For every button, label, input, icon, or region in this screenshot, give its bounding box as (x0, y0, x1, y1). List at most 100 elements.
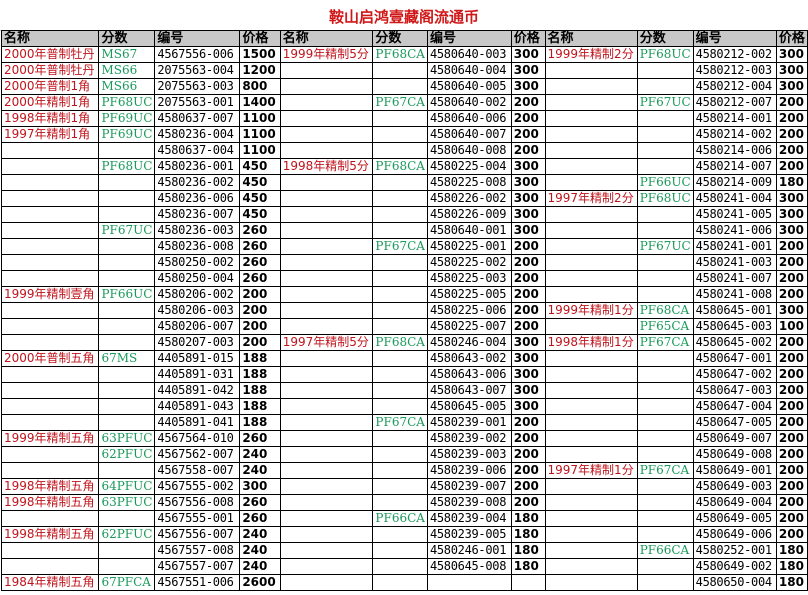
price-cell[interactable]: 180 (510, 558, 546, 575)
serial-cell[interactable]: 4580241-003 (692, 254, 777, 271)
grade-cell[interactable] (636, 382, 694, 399)
serial-cell[interactable]: 4580239-002 (426, 430, 512, 447)
serial-cell[interactable]: 4580645-001 (692, 302, 777, 319)
price-cell[interactable]: 200 (239, 286, 281, 303)
grade-cell[interactable]: PF68CA (372, 334, 428, 351)
name-cell[interactable] (0, 206, 100, 223)
name-cell[interactable]: 2000年普制牡丹 (0, 62, 100, 79)
name-cell[interactable]: 1999年精制1分 (544, 302, 638, 319)
name-cell[interactable] (544, 174, 638, 191)
grade-cell[interactable]: PF67CA (636, 462, 694, 479)
serial-cell[interactable]: 4567555-001 (154, 510, 241, 527)
name-cell[interactable]: 1998年精制1分 (544, 334, 638, 351)
serial-cell[interactable]: 4567556-008 (154, 494, 241, 511)
grade-cell[interactable] (636, 366, 694, 383)
price-cell[interactable]: 240 (239, 526, 281, 543)
grade-cell[interactable] (636, 478, 694, 495)
price-cell[interactable]: 180 (510, 510, 546, 527)
grade-cell[interactable] (636, 414, 694, 431)
serial-cell[interactable]: 4580250-004 (154, 270, 241, 287)
grade-cell[interactable] (636, 62, 694, 79)
name-cell[interactable] (544, 206, 638, 223)
grade-cell[interactable] (98, 270, 156, 287)
price-cell[interactable]: 200 (775, 462, 808, 479)
serial-cell[interactable]: 4580647-003 (692, 382, 777, 399)
name-cell[interactable] (279, 94, 374, 111)
grade-cell[interactable] (372, 206, 428, 223)
name-cell[interactable] (0, 318, 100, 335)
name-cell[interactable] (279, 430, 374, 447)
grade-cell[interactable] (98, 462, 156, 479)
serial-cell[interactable]: 4567564-010 (154, 430, 241, 447)
price-cell[interactable]: 200 (775, 446, 808, 463)
price-cell[interactable]: 200 (510, 446, 546, 463)
price-cell[interactable]: 180 (510, 542, 546, 559)
price-cell[interactable]: 1500 (239, 46, 281, 63)
price-cell[interactable]: 300 (775, 62, 808, 79)
column-header-serial[interactable]: 编号 (154, 30, 241, 47)
grade-cell[interactable] (372, 526, 428, 543)
grade-cell[interactable]: 62PFUC (98, 526, 156, 543)
serial-cell[interactable]: 4567557-007 (154, 558, 241, 575)
serial-cell[interactable]: 4567556-007 (154, 526, 241, 543)
grade-cell[interactable] (98, 302, 156, 319)
price-cell[interactable]: 200 (775, 366, 808, 383)
price-cell[interactable]: 200 (510, 478, 546, 495)
price-cell[interactable]: 200 (510, 462, 546, 479)
name-cell[interactable]: 1998年精制1角 (0, 110, 100, 127)
price-cell[interactable]: 200 (510, 254, 546, 271)
name-cell[interactable] (544, 382, 638, 399)
price-cell[interactable]: 200 (510, 414, 546, 431)
price-cell[interactable]: 180 (510, 526, 546, 543)
name-cell[interactable] (279, 62, 374, 79)
serial-cell[interactable]: 4580206-003 (154, 302, 241, 319)
name-cell[interactable] (0, 222, 100, 239)
grade-cell[interactable]: PF69UC (98, 110, 156, 127)
name-cell[interactable] (0, 558, 100, 575)
serial-cell[interactable]: 4567556-006 (154, 46, 241, 63)
grade-cell[interactable]: PF69UC (98, 126, 156, 143)
serial-cell[interactable]: 4580225-004 (426, 158, 512, 175)
serial-cell[interactable]: 4580212-002 (692, 46, 777, 63)
price-cell[interactable]: 200 (510, 318, 546, 335)
grade-cell[interactable] (372, 222, 428, 239)
name-cell[interactable]: 1997年精制5分 (279, 334, 374, 351)
price-cell[interactable]: 260 (239, 254, 281, 271)
grade-cell[interactable] (636, 446, 694, 463)
grade-cell[interactable]: PF67UC (636, 238, 694, 255)
name-cell[interactable]: 1998年精制五角 (0, 478, 100, 495)
price-cell[interactable]: 100 (775, 318, 808, 335)
serial-cell[interactable]: 2075563-001 (154, 94, 241, 111)
name-cell[interactable] (279, 462, 374, 479)
serial-cell[interactable]: 4580649-003 (692, 478, 777, 495)
serial-cell[interactable]: 4580225-008 (426, 174, 512, 191)
serial-cell[interactable]: 4580236-007 (154, 206, 241, 223)
grade-cell[interactable] (372, 430, 428, 447)
name-cell[interactable] (544, 526, 638, 543)
serial-cell[interactable]: 4580241-006 (692, 222, 777, 239)
name-cell[interactable] (279, 366, 374, 383)
price-cell[interactable]: 300 (775, 78, 808, 95)
price-cell[interactable]: 200 (775, 430, 808, 447)
name-cell[interactable] (279, 270, 374, 287)
price-cell[interactable]: 188 (239, 398, 281, 415)
price-cell[interactable]: 200 (510, 286, 546, 303)
name-cell[interactable] (279, 510, 374, 527)
price-cell[interactable]: 300 (775, 46, 808, 63)
name-cell[interactable] (544, 478, 638, 495)
name-cell[interactable] (0, 542, 100, 559)
grade-cell[interactable] (372, 478, 428, 495)
grade-cell[interactable] (98, 366, 156, 383)
price-cell[interactable]: 800 (239, 78, 281, 95)
name-cell[interactable] (279, 174, 374, 191)
serial-cell[interactable]: 4580640-008 (426, 142, 512, 159)
name-cell[interactable]: 1997年精制1角 (0, 126, 100, 143)
grade-cell[interactable] (636, 142, 694, 159)
serial-cell[interactable]: 4567557-008 (154, 542, 241, 559)
name-cell[interactable] (279, 142, 374, 159)
name-cell[interactable] (0, 462, 100, 479)
serial-cell[interactable]: 4580226-009 (426, 206, 512, 223)
price-cell[interactable]: 450 (239, 190, 281, 207)
grade-cell[interactable]: PF68CA (372, 158, 428, 175)
grade-cell[interactable] (636, 494, 694, 511)
